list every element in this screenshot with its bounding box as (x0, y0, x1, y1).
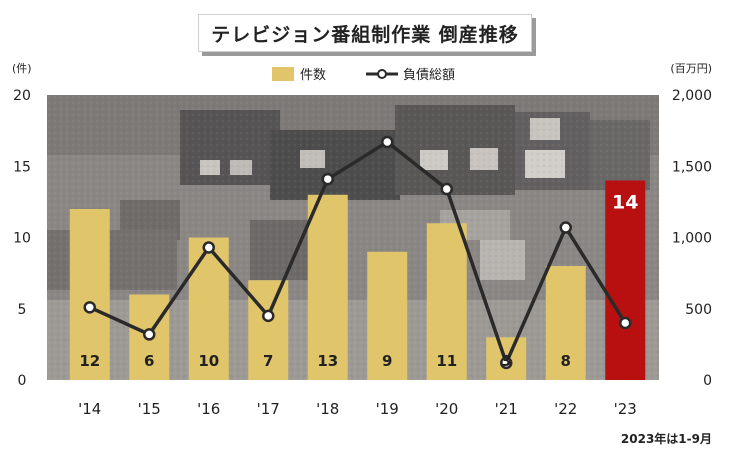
y-left-unit-label: (件) (12, 62, 32, 75)
line-point-4 (321, 172, 334, 186)
x-tick-1: '15 (138, 400, 161, 418)
line-point-2 (202, 241, 215, 254)
y-left-tick-3: 15 (13, 159, 31, 175)
x-tick-2: '16 (197, 400, 220, 418)
data-label-4: 13 (317, 352, 338, 370)
bar-9 (605, 180, 646, 380)
bar-8 (545, 266, 586, 380)
x-tick-3: '17 (257, 400, 280, 418)
bar-3 (248, 280, 289, 380)
y-right-tick-0: 0 (703, 373, 712, 389)
y-left-tick-4: 20 (13, 88, 31, 104)
y-left-tick-0: 0 (18, 373, 27, 389)
legend-swatch-point (377, 69, 387, 79)
data-label-8: 8 (561, 352, 571, 370)
bar-6 (426, 223, 467, 380)
bar-4 (307, 194, 348, 380)
y-right-unit-label: (百万円) (670, 62, 712, 75)
y-right-tick-4: 2,000 (672, 88, 712, 104)
legend-label-bar: 件数 (300, 68, 326, 83)
legend-swatch-bar (272, 67, 294, 81)
line-point-3 (262, 309, 275, 323)
legend-label-line: 負債総額 (403, 68, 455, 83)
line-point-5 (381, 135, 394, 149)
line-point-8 (559, 221, 572, 234)
x-tick-9: '23 (614, 400, 637, 418)
line-point-0 (83, 301, 96, 314)
x-tick-5: '19 (376, 400, 399, 418)
data-label-3: 7 (263, 352, 273, 370)
x-tick-4: '18 (316, 400, 339, 418)
data-label-9: 14 (612, 192, 638, 214)
x-tick-6: '20 (435, 400, 458, 418)
line-point-7 (500, 356, 513, 370)
data-label-5: 9 (382, 352, 392, 370)
data-label-7: 3 (501, 352, 511, 370)
y-left-tick-2: 10 (13, 231, 31, 247)
x-tick-7: '21 (495, 400, 518, 418)
data-label-6: 11 (436, 352, 457, 370)
y-right-tick-1: 500 (685, 302, 712, 318)
line-point-9 (619, 316, 632, 330)
bar-0 (69, 209, 110, 380)
line-series-debt (89, 140, 627, 365)
data-label-2: 10 (198, 352, 219, 370)
y-right-tick-3: 1,500 (672, 159, 712, 175)
data-label-0: 12 (79, 352, 100, 370)
footnote: 2023年は1-9月 (621, 431, 712, 446)
x-tick-8: '22 (554, 400, 577, 418)
chart-title: テレビジョン番組制作業 倒産推移 (198, 14, 532, 52)
line-point-6 (440, 182, 453, 196)
y-left-tick-1: 5 (18, 302, 27, 318)
line-point-1 (143, 328, 156, 341)
data-label-1: 6 (144, 352, 154, 370)
y-right-tick-2: 1,000 (672, 231, 712, 247)
x-tick-0: '14 (78, 400, 101, 418)
bar-5 (367, 251, 408, 380)
